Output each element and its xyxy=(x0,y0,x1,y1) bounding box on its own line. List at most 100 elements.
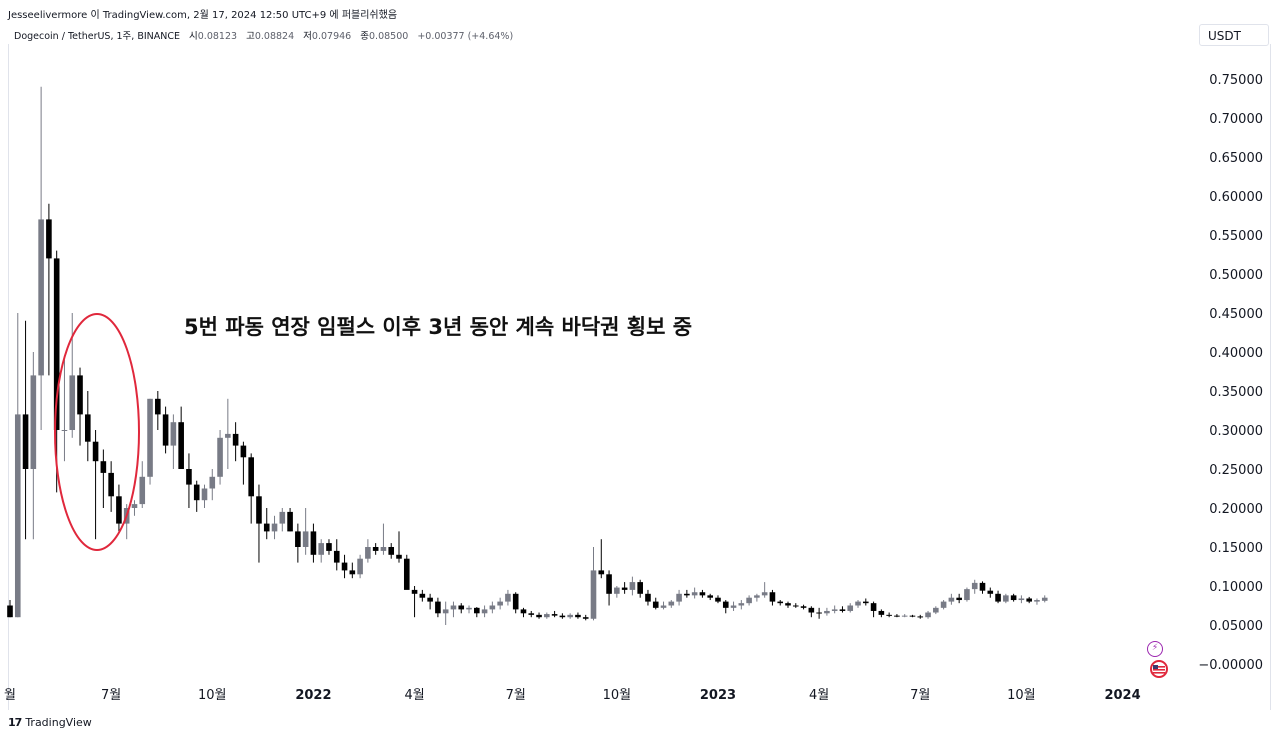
candle xyxy=(310,523,317,563)
candle xyxy=(240,441,247,485)
y-tick-label: 0.10000 xyxy=(1209,580,1263,595)
candle-body xyxy=(279,511,286,524)
candle-body xyxy=(839,609,846,611)
candle xyxy=(357,554,363,579)
open-value: 0.08123 xyxy=(197,31,238,42)
candle xyxy=(746,595,752,606)
candle xyxy=(419,589,426,602)
candle xyxy=(411,586,418,618)
candle-body xyxy=(131,504,138,508)
x-tick-label: 2022 xyxy=(295,688,331,703)
candle-body xyxy=(349,570,356,575)
candle-body xyxy=(769,592,776,602)
candle-body xyxy=(722,601,729,608)
candle xyxy=(855,600,861,608)
candle-body xyxy=(30,375,37,469)
candle xyxy=(940,600,947,610)
candle-body xyxy=(419,593,426,598)
candle xyxy=(544,612,550,619)
lightning-icon[interactable]: ⚡ xyxy=(1147,641,1163,657)
y-tick-label: 0.60000 xyxy=(1209,190,1263,205)
candle-body xyxy=(77,375,83,415)
candle-body xyxy=(178,422,184,469)
high-label: 고 xyxy=(246,31,255,42)
candle-body xyxy=(1026,598,1032,602)
candle xyxy=(302,508,309,555)
candle xyxy=(442,601,449,625)
candle xyxy=(287,508,293,532)
candle xyxy=(792,603,799,608)
candle-body xyxy=(987,590,994,594)
candle xyxy=(769,589,776,606)
candle-body xyxy=(458,605,465,610)
candle-body xyxy=(1018,598,1025,601)
close-value: 0.08500 xyxy=(369,31,409,42)
candle xyxy=(318,539,324,563)
candle xyxy=(225,398,231,469)
candle xyxy=(7,600,13,618)
candle xyxy=(621,582,628,594)
candle xyxy=(295,523,301,563)
candle-body xyxy=(263,523,270,532)
candle xyxy=(520,607,527,618)
candle-body xyxy=(14,414,21,618)
candle xyxy=(637,579,643,598)
y-tick-label: 0.70000 xyxy=(1209,112,1263,127)
y-tick-label: 0.05000 xyxy=(1209,619,1263,634)
candle xyxy=(551,610,558,618)
x-tick-label: 4월 xyxy=(809,688,829,703)
x-tick-label: 월 xyxy=(4,688,16,703)
candle xyxy=(754,593,760,602)
y-tick-label: 0.30000 xyxy=(1209,424,1263,439)
candle-body xyxy=(567,614,573,618)
candle-body xyxy=(933,607,939,613)
candle xyxy=(14,313,21,618)
candle xyxy=(917,614,924,619)
candle xyxy=(715,595,721,604)
candle-body xyxy=(645,593,651,602)
candle-body xyxy=(411,589,418,594)
candle xyxy=(948,593,955,605)
candle-body xyxy=(520,609,527,614)
candle-body xyxy=(878,610,885,615)
low-value: 0.07946 xyxy=(311,31,352,42)
y-tick-label: 0.65000 xyxy=(1209,151,1263,166)
candle xyxy=(217,430,223,485)
candle-body xyxy=(598,570,605,575)
candle xyxy=(263,508,270,540)
candle-body xyxy=(754,595,760,598)
candle-body xyxy=(209,476,216,489)
candle xyxy=(108,461,114,512)
candle-body xyxy=(435,601,441,614)
candle xyxy=(38,86,44,430)
x-tick-label: 4월 xyxy=(404,688,424,703)
candle xyxy=(575,612,581,619)
candle xyxy=(660,601,667,610)
candle xyxy=(676,589,682,606)
candle xyxy=(652,597,659,610)
open-label: 시 xyxy=(189,31,198,42)
candle-body xyxy=(777,601,784,604)
candle xyxy=(512,592,519,614)
candle xyxy=(155,391,161,430)
candle xyxy=(271,515,278,540)
symbol-name[interactable]: Dogecoin / TetherUS, 1주, BINANCE xyxy=(14,31,180,42)
candle-body xyxy=(147,398,153,477)
us-flag-icon[interactable] xyxy=(1147,660,1171,678)
y-tick-label: 0.20000 xyxy=(1209,502,1263,517)
candle xyxy=(800,604,807,610)
candle-body xyxy=(536,614,542,618)
currency-unit-button[interactable]: USDT xyxy=(1199,24,1269,46)
candle-body xyxy=(528,613,535,615)
candle-body xyxy=(863,601,869,604)
candle xyxy=(497,597,503,610)
candle-body xyxy=(271,523,278,532)
tradingview-footer[interactable]: 17 TradingView xyxy=(8,716,92,729)
candle xyxy=(995,590,1001,604)
candle-body xyxy=(1041,597,1048,601)
candle xyxy=(878,609,885,618)
candle xyxy=(505,589,511,606)
candle-body xyxy=(170,422,177,446)
candle-body xyxy=(691,592,698,596)
